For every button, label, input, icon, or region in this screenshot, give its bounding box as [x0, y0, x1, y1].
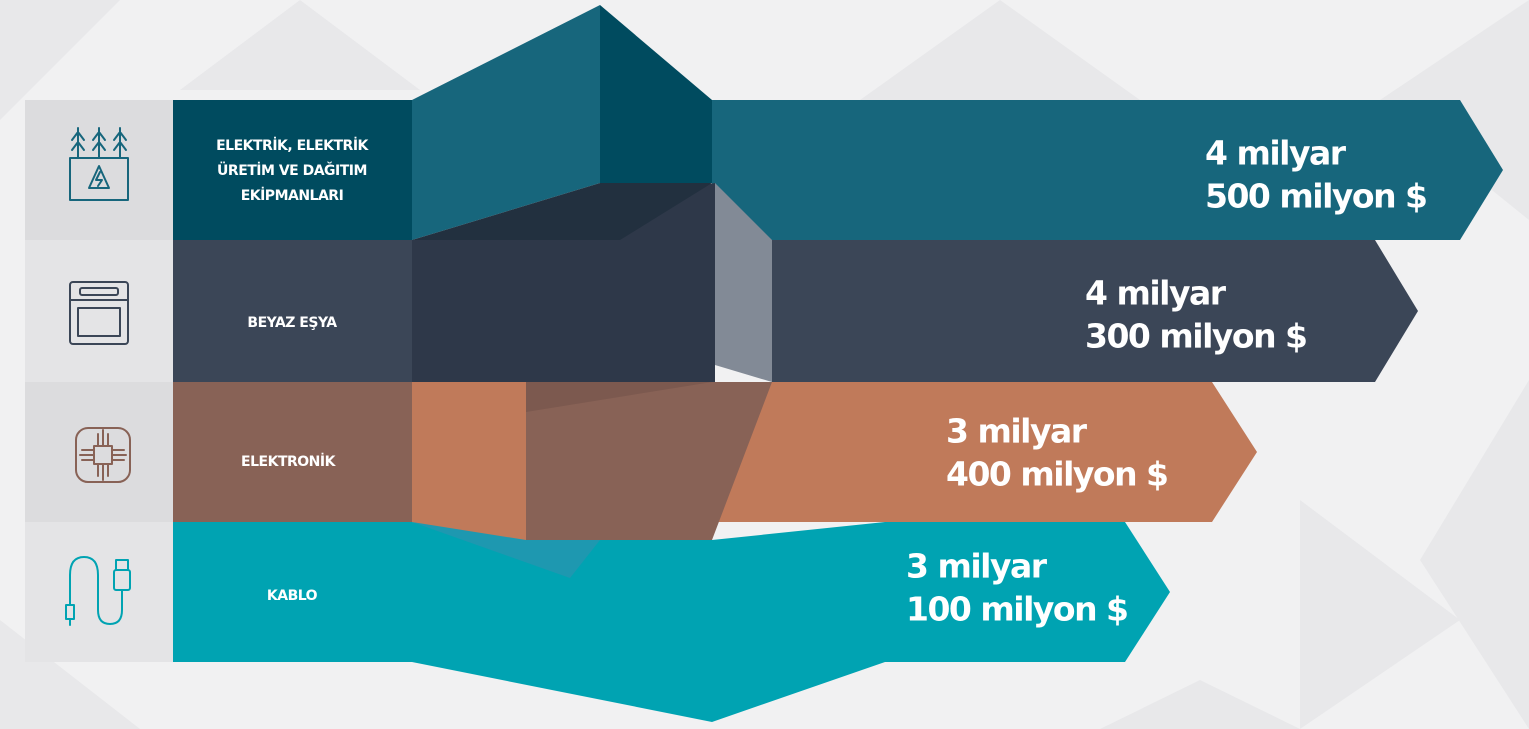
value-text: 4 milyar [1085, 274, 1227, 313]
transformer-icon [69, 127, 129, 201]
category-label: ELEKTRİK, ELEKTRİK [216, 137, 369, 154]
label-cells [173, 100, 412, 662]
icons [65, 127, 131, 626]
value-text: 3 milyar [906, 547, 1048, 586]
value-text: 4 milyar [1205, 134, 1347, 173]
oven-icon [69, 281, 129, 345]
category-label: ÜRETİM VE DAĞITIM [217, 161, 367, 179]
labels: ELEKTRİK, ELEKTRİK ÜRETİM VE DAĞITIM EKİ… [216, 137, 370, 604]
value-text: 500 milyon $ [1205, 177, 1427, 216]
values: 4 milyar 500 milyon $ 4 milyar 300 milyo… [906, 134, 1428, 629]
category-label: ELEKTRONİK [241, 453, 337, 470]
icon-cells [25, 100, 173, 662]
value-text: 3 milyar [946, 412, 1088, 451]
value-text: 400 milyon $ [946, 455, 1168, 494]
category-label: EKİPMANLARI [241, 187, 344, 204]
value-text: 100 milyon $ [906, 590, 1128, 629]
cable-icon [65, 556, 131, 626]
category-label: BEYAZ EŞYA [247, 315, 337, 331]
ribbon [412, 5, 885, 722]
chip-icon [75, 427, 131, 483]
value-text: 300 milyon $ [1085, 317, 1307, 356]
value-arrows [712, 100, 1503, 662]
category-label: KABLO [267, 588, 318, 604]
